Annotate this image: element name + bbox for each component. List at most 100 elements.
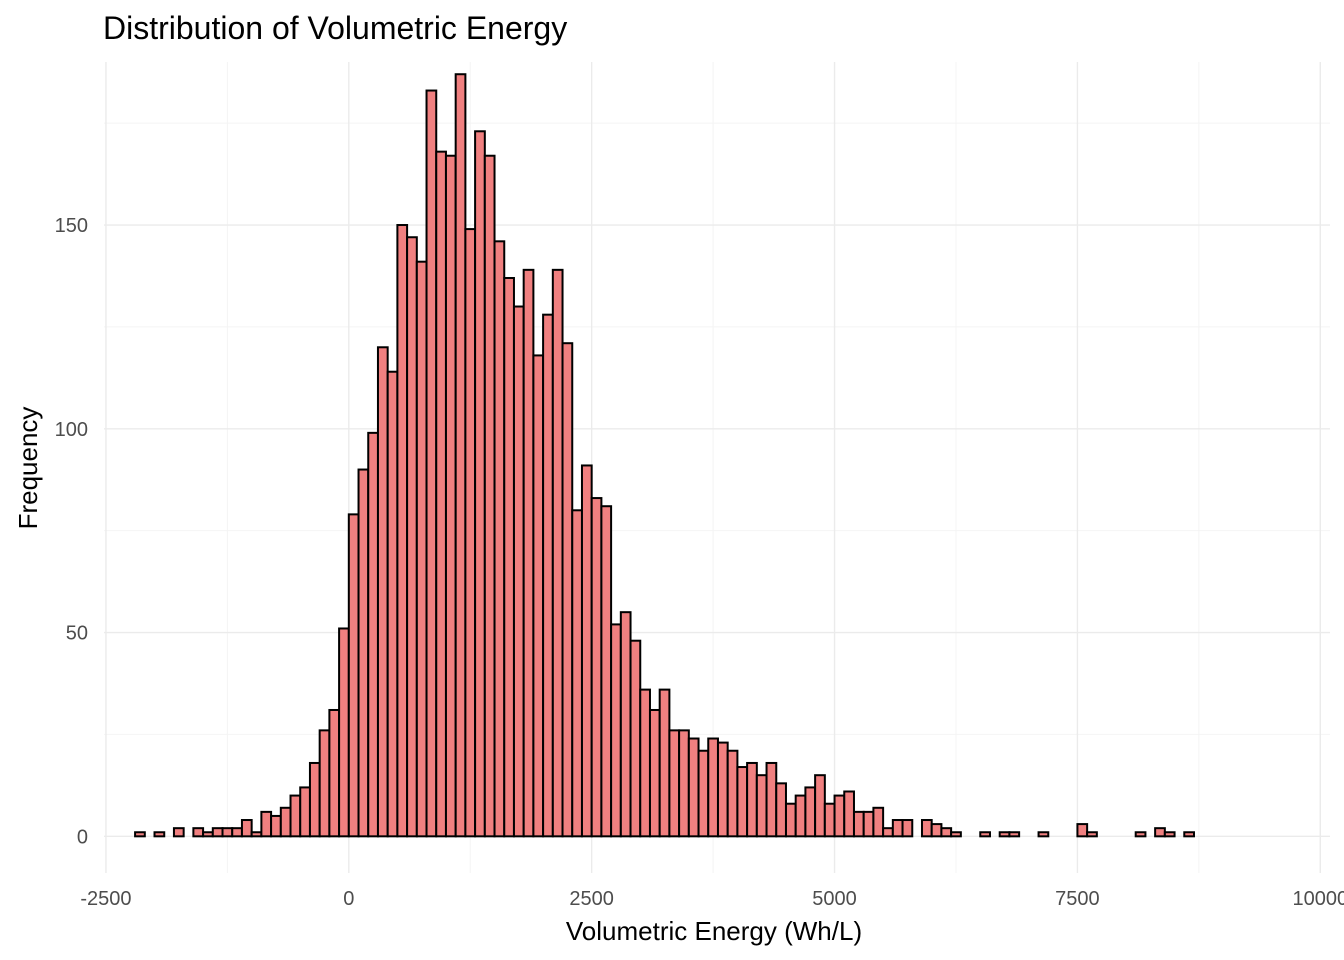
y-tick-label: 0	[77, 826, 88, 848]
histogram-bar	[202, 831, 214, 838]
histogram-bar	[542, 313, 554, 838]
histogram-bar	[260, 810, 273, 838]
histogram-bar	[823, 802, 836, 838]
histogram-bar	[658, 688, 671, 838]
histogram-bar	[172, 827, 185, 838]
histogram-bar	[697, 749, 710, 838]
y-axis-title: Frequency	[13, 407, 43, 530]
histogram-bar	[551, 268, 564, 838]
histogram-bar	[532, 354, 545, 838]
histogram-bar	[891, 819, 904, 838]
histogram-bar	[367, 431, 379, 838]
histogram-bar	[726, 749, 739, 838]
histogram-bar	[270, 814, 282, 838]
histogram-bar	[930, 823, 943, 838]
histogram-bar	[357, 468, 370, 838]
histogram-bar	[852, 810, 865, 838]
histogram-bar	[843, 790, 855, 838]
histogram-bar	[211, 827, 224, 838]
histogram-bar	[289, 794, 302, 838]
histogram-bar	[386, 370, 399, 838]
histogram-bar	[833, 794, 846, 838]
histogram-bar	[338, 627, 350, 838]
histogram-bar	[435, 150, 447, 838]
histogram-bar	[279, 806, 292, 838]
histogram-bar	[192, 827, 205, 838]
histogram-bar	[415, 260, 428, 838]
histogram-bar	[940, 827, 953, 838]
histogram-bar	[571, 509, 583, 838]
histogram-bar	[454, 73, 467, 838]
histogram-bar	[736, 766, 749, 838]
histogram-bar	[240, 819, 253, 838]
histogram-bar	[707, 737, 719, 838]
bars-layer	[134, 73, 1195, 838]
histogram-bar	[872, 806, 885, 838]
histogram-bar	[862, 810, 875, 838]
histogram-bar	[590, 497, 603, 838]
histogram-bar	[376, 346, 389, 838]
x-axis-ticks: -2500 0 2500 5000 7500 10000	[80, 888, 1344, 910]
histogram-bar	[629, 639, 642, 838]
histogram-bar	[1008, 831, 1021, 838]
histogram-bar	[600, 505, 613, 838]
chart-title: Distribution of Volumetric Energy	[103, 10, 568, 46]
histogram-bar	[765, 761, 778, 838]
histogram-bar	[153, 831, 166, 838]
histogram-bar	[901, 819, 914, 838]
histogram-bar	[328, 708, 341, 838]
x-tick-label: 7500	[1055, 888, 1100, 910]
x-tick-label: 5000	[812, 888, 857, 910]
histogram-bar	[396, 224, 409, 838]
histogram-bar	[668, 729, 681, 838]
histogram-bar	[882, 827, 894, 838]
x-tick-label: -2500	[80, 888, 131, 910]
histogram-bar	[619, 611, 632, 838]
histogram-bar	[998, 831, 1011, 838]
histogram-bar	[221, 827, 234, 838]
histogram-bar	[318, 729, 331, 838]
histogram-bar	[483, 154, 496, 838]
histogram-bar	[474, 130, 486, 838]
histogram-bar	[512, 305, 525, 838]
x-tick-label: 2500	[569, 888, 614, 910]
histogram-bar	[920, 819, 933, 838]
histogram-bar	[979, 831, 991, 838]
histogram-bar	[299, 786, 311, 838]
histogram-bar	[639, 688, 651, 838]
histogram-bar	[444, 154, 457, 838]
histogram-bar	[746, 761, 758, 838]
histogram-bar	[678, 729, 690, 838]
histogram-bar	[755, 774, 768, 838]
histogram-bar	[503, 276, 515, 838]
histogram-bar	[347, 513, 360, 838]
x-tick-label: 10000	[1292, 888, 1344, 910]
histogram-bar	[794, 794, 807, 838]
histogram-bar	[1086, 831, 1098, 838]
y-axis-ticks: 0 50 100 150	[55, 215, 88, 848]
histogram-bar	[231, 827, 243, 838]
histogram-bar	[648, 708, 661, 838]
histogram-bar	[250, 831, 263, 838]
y-tick-label: 50	[66, 623, 88, 645]
y-tick-label: 100	[55, 419, 88, 441]
histogram-bar	[1076, 823, 1089, 838]
histogram-bar	[1154, 827, 1166, 838]
y-tick-label: 150	[55, 215, 88, 237]
histogram-bar	[1037, 831, 1050, 838]
histogram-bar	[784, 802, 797, 838]
histogram-bar	[425, 89, 438, 838]
histogram-bar	[687, 737, 700, 838]
histogram-bar	[1163, 831, 1176, 838]
histogram-bar	[804, 786, 817, 838]
histogram-bar	[1134, 831, 1147, 838]
x-tick-label: 0	[343, 888, 354, 910]
histogram-bar	[814, 774, 826, 838]
histogram-bar	[493, 240, 506, 838]
histogram-bar	[464, 228, 477, 838]
histogram-bar	[716, 741, 729, 838]
histogram-bar	[950, 831, 962, 838]
histogram-bar	[522, 268, 535, 838]
histogram-bar	[134, 831, 146, 838]
